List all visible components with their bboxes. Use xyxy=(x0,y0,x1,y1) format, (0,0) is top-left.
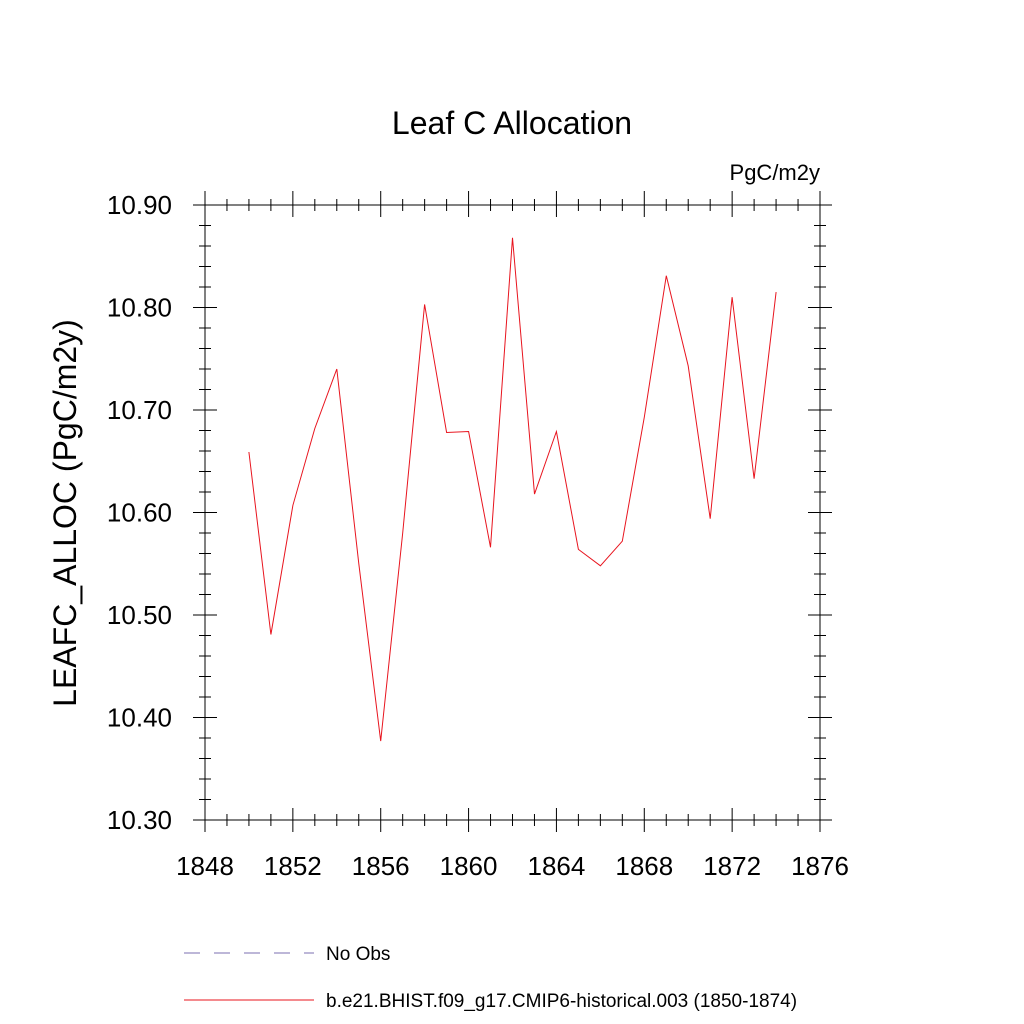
y-tick-label: 10.30 xyxy=(107,805,172,835)
y-tick-label: 10.70 xyxy=(107,395,172,425)
y-tick-label: 10.50 xyxy=(107,600,172,630)
axis-tick-labels: 1848 1852 1856 1860 1864 1868 1872 1876 10.30 10.… xyxy=(107,190,849,881)
x-tick-label: 1860 xyxy=(440,851,498,881)
legend-label: b.e21.BHIST.f09_g17.CMIP6-historical.003… xyxy=(326,991,797,1012)
x-tick-label: 1856 xyxy=(352,851,410,881)
units-label: PgC/m2y xyxy=(730,160,820,185)
x-tick-label: 1852 xyxy=(264,851,322,881)
legend: No Obs b.e21.BHIST.f09_g17.CMIP6-historic… xyxy=(184,944,797,1012)
plot-frame xyxy=(204,204,821,821)
y-axis-title: LEAFC_ALLOC (PgC/m2y) xyxy=(47,319,83,707)
chart-title: Leaf C Allocation xyxy=(392,105,632,141)
axis-ticks xyxy=(193,191,832,832)
series-group xyxy=(248,237,777,742)
x-tick-label: 1876 xyxy=(791,851,849,881)
x-tick-label: 1864 xyxy=(528,851,586,881)
x-tick-label: 1848 xyxy=(176,851,234,881)
legend-label: No Obs xyxy=(326,944,390,965)
x-tick-label: 1872 xyxy=(703,851,761,881)
y-tick-label: 10.40 xyxy=(107,703,172,733)
y-tick-label: 10.60 xyxy=(107,498,172,528)
y-tick-label: 10.90 xyxy=(107,190,172,220)
series-line xyxy=(248,237,777,742)
y-tick-label: 10.80 xyxy=(107,293,172,323)
x-tick-label: 1868 xyxy=(615,851,673,881)
